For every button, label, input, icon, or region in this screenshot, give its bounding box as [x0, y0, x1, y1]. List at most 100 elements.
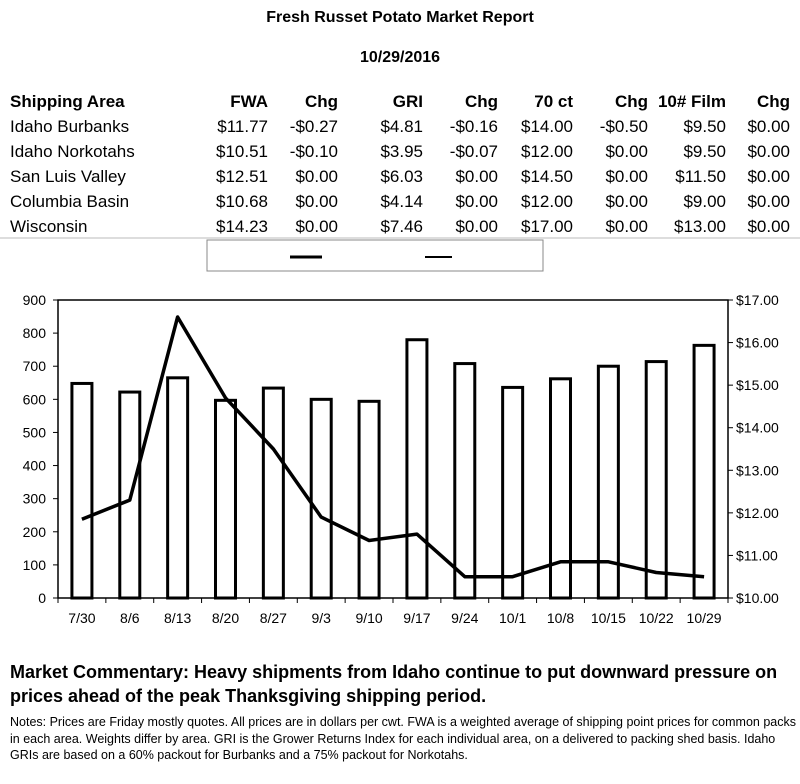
bar [596, 364, 620, 600]
table-cell: $12.51 [216, 167, 268, 186]
right-axis-tick-label: $17.00 [736, 292, 779, 308]
table-cell: $3.95 [380, 142, 423, 161]
x-axis-tick-label: 9/17 [403, 610, 430, 626]
table-cell: $10.51 [216, 142, 268, 161]
table-cell: $10.68 [216, 192, 268, 211]
right-axis-tick-label: $16.00 [736, 335, 779, 351]
table-cell: $0.00 [295, 217, 338, 236]
table-cell: $6.03 [380, 167, 423, 186]
bar [644, 360, 668, 600]
shipments-price-chart: 0 100 200 300 400 500 600 700 800 900 $10.00 $11.00… [0, 237, 800, 626]
table-cell: Wisconsin [10, 217, 88, 236]
column-header: Shipping Area [10, 92, 125, 111]
table-cell: $4.14 [380, 192, 423, 211]
table-cell: Idaho Norkotahs [10, 142, 135, 161]
column-header: FWA [230, 92, 268, 111]
right-axis-tick-label: $15.00 [736, 377, 779, 393]
table-cell: $0.00 [747, 217, 790, 236]
market-commentary: Market Commentary: Heavy shipments from … [10, 662, 778, 706]
table-cell: $11.77 [217, 117, 268, 136]
table-cell: $0.00 [455, 167, 498, 186]
table-cell: $0.00 [295, 192, 338, 211]
bar [453, 362, 477, 600]
table-cell: $7.46 [380, 217, 423, 236]
table-cell: $14.50 [521, 167, 573, 186]
table-cell: $0.00 [605, 167, 648, 186]
bar [261, 386, 285, 600]
x-axis-tick-label: 9/24 [451, 610, 478, 626]
chart-legend [206, 239, 544, 272]
right-axis-tick-label: $10.00 [736, 590, 779, 606]
x-axis-tick-label: 8/6 [120, 610, 140, 626]
plot-frame [57, 299, 729, 599]
left-axis-tick-label: 600 [23, 391, 47, 407]
table-cell: -$0.27 [289, 117, 338, 136]
price-table: Shipping Area FWA Chg GRI Chg 70 ct Chg … [10, 89, 790, 239]
bar [214, 398, 237, 600]
table-cell: $11.50 [675, 167, 726, 186]
bar [166, 376, 190, 600]
x-axis-tick-label: 10/29 [687, 610, 722, 626]
table-cell: $17.00 [521, 217, 573, 236]
table-cell: $0.00 [747, 117, 790, 136]
table-cell: -$0.16 [449, 117, 498, 136]
table-cell: $13.00 [674, 217, 726, 236]
table-cell: $14.00 [521, 117, 573, 136]
x-axis-tick-label: 8/13 [164, 610, 191, 626]
table-cell: $9.50 [683, 142, 726, 161]
x-axis-tick-label: 10/22 [639, 610, 674, 626]
column-header: Chg [304, 92, 338, 111]
table-row: Wisconsin $14.23 $0.00 $7.46 $0.00 $17.0… [10, 214, 790, 239]
legend-box [206, 239, 544, 272]
x-axis-tick-label: 7/30 [68, 610, 95, 626]
table-cell: $0.00 [747, 167, 790, 186]
table-cell: $0.00 [605, 142, 648, 161]
bar [70, 381, 94, 600]
left-axis-tick-label: 700 [23, 358, 47, 374]
x-axis-tick-label: 10/15 [591, 610, 626, 626]
table-cell: $0.00 [455, 192, 498, 211]
left-axis-tick-label: 800 [23, 325, 47, 341]
table-cell: San Luis Valley [10, 167, 126, 186]
table-cell: $12.00 [521, 192, 573, 211]
x-axis-tick-label: 10/8 [547, 610, 574, 626]
table-cell: $0.00 [455, 217, 498, 236]
left-axis-tick-label: 0 [38, 590, 46, 606]
table-cell: $4.81 [380, 117, 423, 136]
column-header: 70 ct [534, 92, 573, 111]
footnotes: Notes: Prices are Friday mostly quotes. … [10, 715, 796, 762]
plot-area: 0 100 200 300 400 500 600 700 800 900 $10.00 $11.00… [23, 292, 779, 626]
table-row: Idaho Norkotahs $10.51 -$0.10 $3.95 -$0.… [10, 139, 790, 164]
bar [357, 399, 381, 600]
table-row: Columbia Basin $10.68 $0.00 $4.14 $0.00 … [10, 189, 790, 214]
table-cell: -$0.10 [289, 142, 338, 161]
bar [549, 377, 572, 600]
x-axis-tick-label: 10/1 [499, 610, 526, 626]
left-axis-tick-label: 300 [23, 491, 47, 507]
report-date: 10/29/2016 [359, 49, 441, 66]
x-axis-tick-label: 8/27 [260, 610, 287, 626]
table-cell: $0.00 [295, 167, 338, 186]
column-header: Chg [614, 92, 648, 111]
right-axis-tick-label: $14.00 [736, 420, 779, 436]
left-axis-tick-label: 500 [23, 424, 47, 440]
x-axis-tick-label: 8/20 [212, 610, 239, 626]
right-axis-tick-label: $11.00 [736, 547, 778, 563]
column-header: Chg [464, 92, 498, 111]
table-cell: $9.50 [683, 117, 726, 136]
column-header: 10# Film [657, 92, 726, 111]
right-axis-tick-label: $13.00 [736, 462, 779, 478]
report-title: Fresh Russet Potato Market Report [266, 9, 534, 26]
left-axis-tick-label: 200 [23, 524, 47, 540]
table-cell: $9.00 [683, 192, 726, 211]
table-cell: -$0.07 [449, 142, 498, 161]
bar [309, 397, 333, 600]
bar [501, 385, 525, 600]
table-cell: $0.00 [747, 192, 790, 211]
left-axis-tick-label: 900 [23, 292, 47, 308]
table-row: Idaho Burbanks $11.77 -$0.27 $4.81 -$0.1… [10, 114, 790, 139]
table-header-row: Shipping Area FWA Chg GRI Chg 70 ct Chg … [10, 89, 790, 114]
bar [405, 338, 429, 600]
left-axis-tick-label: 400 [23, 458, 47, 474]
table-cell: -$0.50 [599, 117, 648, 136]
